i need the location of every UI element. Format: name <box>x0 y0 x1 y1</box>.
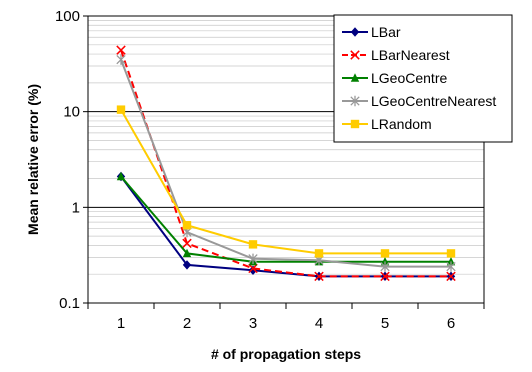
data-point <box>182 221 192 230</box>
data-point <box>446 249 456 258</box>
data-point <box>116 54 126 65</box>
data-point <box>446 271 456 282</box>
data-point <box>182 238 192 249</box>
legend-item: LBarNearest <box>342 47 450 63</box>
series-line <box>120 175 451 263</box>
y-tick-label: 1 <box>72 199 80 216</box>
legend-label: LGeoCentre <box>371 70 447 86</box>
data-point <box>350 73 360 82</box>
data-point <box>446 261 456 272</box>
x-tick-label: 3 <box>249 315 257 332</box>
data-point <box>116 45 126 55</box>
legend-item: LGeoCentre <box>342 70 447 86</box>
y-tick-label: 10 <box>63 104 80 121</box>
x-tick-label: 5 <box>381 315 389 332</box>
data-point <box>380 271 390 282</box>
y-axis-title: Mean relative error (%) <box>25 84 41 235</box>
axes: 0.1 1 10 100 1 2 3 4 5 6 <box>55 8 485 332</box>
data-point <box>380 249 390 258</box>
data-point <box>350 119 360 129</box>
data-point <box>248 240 258 249</box>
series-line <box>120 49 451 278</box>
data-point <box>182 260 192 270</box>
series-LGeoCentreNearest <box>116 54 456 272</box>
x-tick-label: 1 <box>117 315 125 332</box>
data-point <box>248 263 258 274</box>
x-tick-label: 4 <box>315 315 323 332</box>
data-point <box>350 27 360 37</box>
data-point <box>248 265 258 275</box>
data-point <box>116 105 126 114</box>
y-tick-label: 0.1 <box>59 295 80 312</box>
x-axis-title: # of propagation steps <box>211 346 361 362</box>
series-group <box>116 45 456 282</box>
data-point <box>116 171 126 181</box>
data-point <box>182 248 192 258</box>
y-tick-label: 100 <box>55 8 80 25</box>
data-point <box>248 253 258 264</box>
x-tick-label: 2 <box>183 315 191 332</box>
legend-label: LRandom <box>371 116 432 132</box>
series-line <box>120 109 451 255</box>
data-point <box>350 95 360 107</box>
legend: LBar LBarNearest LGeoCentre LGeoCentreNeare… <box>333 14 513 143</box>
series-LBarNearest <box>116 45 456 282</box>
legend-label: LBarNearest <box>371 47 450 63</box>
data-point <box>446 257 456 266</box>
x-tick-label: 6 <box>447 315 455 332</box>
data-point <box>380 257 390 266</box>
legend-label: LBar <box>371 24 401 40</box>
legend-item: LGeoCentreNearest <box>342 93 496 109</box>
data-point <box>314 271 324 282</box>
data-point <box>314 249 324 258</box>
data-point <box>380 261 390 272</box>
legend-item: LRandom <box>342 116 432 132</box>
legend-item: LBar <box>342 24 401 40</box>
legend-label: LGeoCentreNearest <box>371 93 496 109</box>
series-line <box>120 59 451 268</box>
data-point <box>350 50 360 60</box>
series-LRandom <box>116 105 456 258</box>
